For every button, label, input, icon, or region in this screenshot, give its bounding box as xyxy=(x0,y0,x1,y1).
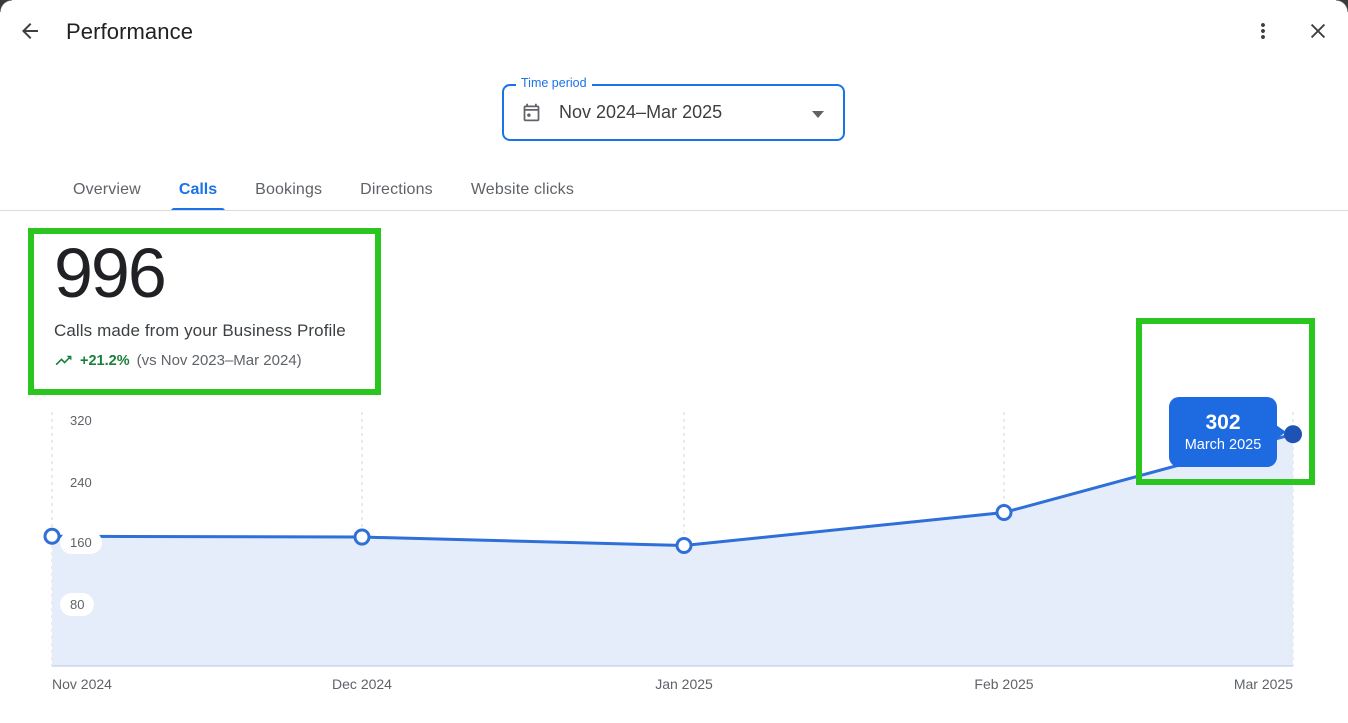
chart-point[interactable] xyxy=(675,537,693,555)
trending-up-icon xyxy=(55,355,72,366)
active-tab-indicator xyxy=(170,208,226,211)
header: Performance xyxy=(0,0,1348,62)
calendar-icon xyxy=(521,102,542,123)
chart-point[interactable] xyxy=(353,528,371,546)
tab-website-clicks[interactable]: Website clicks xyxy=(470,180,574,198)
metric-comparison: (vs Nov 2023–Mar 2024) xyxy=(136,352,302,369)
tooltip-value: 302 xyxy=(1205,410,1241,434)
tab-overview[interactable]: Overview xyxy=(73,180,141,198)
tooltip-pointer xyxy=(1276,425,1286,439)
page-title: Performance xyxy=(66,19,194,44)
kebab-menu-icon xyxy=(1261,23,1265,39)
y-axis-tick: 320 xyxy=(70,413,92,429)
chart-point[interactable] xyxy=(995,504,1013,521)
tabs-divider xyxy=(0,210,1348,211)
chart-point-highlighted[interactable] xyxy=(1284,425,1302,444)
calls-data-line xyxy=(50,432,1295,548)
metric-value: 996 xyxy=(54,234,167,312)
tab-bar: Overview Calls Bookings Directions Websi… xyxy=(72,168,575,211)
x-axis-label: Feb 2025 xyxy=(974,676,1034,692)
calls-metric-card: 996 Calls made from your Business Profil… xyxy=(54,238,374,370)
metric-change: +21.2% xyxy=(80,352,130,369)
x-axis-label: Jan 2025 xyxy=(655,676,713,692)
x-axis-label: Dec 2024 xyxy=(332,676,392,692)
time-period-value: Nov 2024–Mar 2025 xyxy=(559,102,723,122)
chart-point[interactable] xyxy=(43,527,61,545)
y-axis-tick: 160 xyxy=(60,531,102,555)
time-period-label: Time period xyxy=(516,76,592,90)
tab-calls-label: Calls xyxy=(178,180,218,198)
time-period-selector[interactable]: Time period Nov 2024–Mar 2025 xyxy=(502,76,845,141)
more-options-button[interactable] xyxy=(1243,11,1283,51)
chart-tooltip: 302 March 2025 xyxy=(1169,397,1286,467)
tooltip-label: March 2025 xyxy=(1184,437,1262,454)
chart-area-fill xyxy=(52,434,1293,666)
x-axis-label: Nov 2024 xyxy=(52,676,112,692)
tab-calls[interactable]: Calls xyxy=(170,168,226,211)
metric-description: Calls made from your Business Profile xyxy=(54,321,346,340)
chevron-down-icon xyxy=(812,111,824,118)
tab-bookings[interactable]: Bookings xyxy=(255,180,323,198)
x-axis-label: Mar 2025 xyxy=(1233,676,1293,692)
window-corner-artifact xyxy=(0,0,12,12)
close-button[interactable] xyxy=(1298,11,1338,51)
metric-trend-row: +21.2% (vs Nov 2023–Mar 2024) xyxy=(54,351,374,370)
back-arrow-icon xyxy=(22,23,38,39)
back-button[interactable] xyxy=(10,11,50,51)
y-axis-tick: 240 xyxy=(70,474,92,490)
tab-directions[interactable]: Directions xyxy=(360,180,433,198)
window-corner-artifact xyxy=(1336,0,1348,12)
close-icon xyxy=(1310,23,1326,39)
y-axis-tick: 80 xyxy=(60,592,95,616)
